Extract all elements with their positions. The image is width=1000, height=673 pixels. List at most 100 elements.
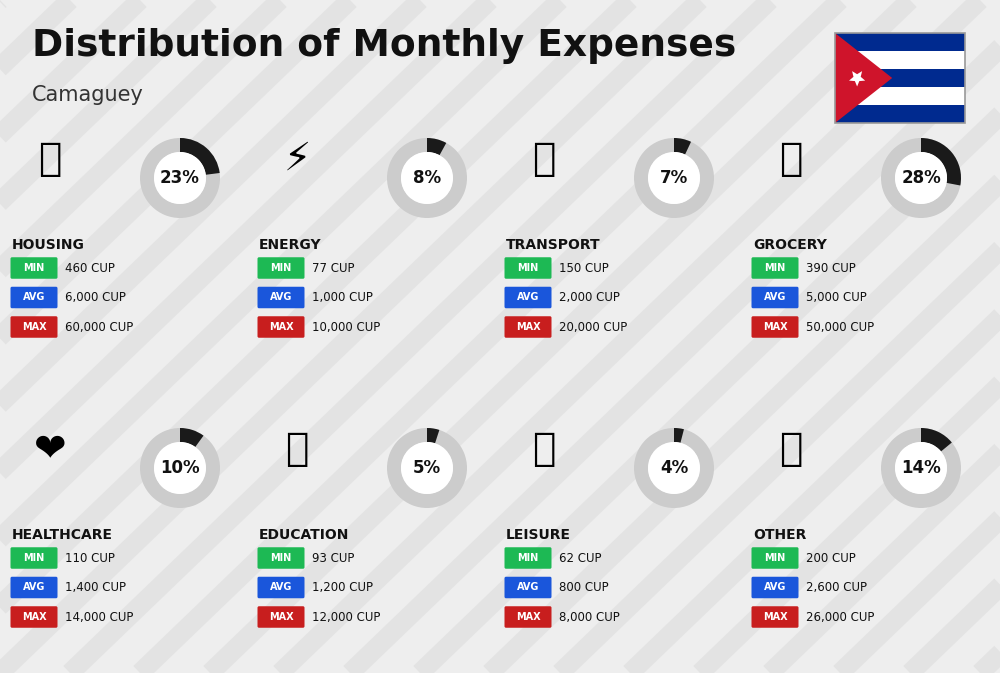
- Text: 26,000 CUP: 26,000 CUP: [806, 610, 874, 623]
- Text: MIN: MIN: [517, 263, 539, 273]
- Text: 50,000 CUP: 50,000 CUP: [806, 320, 874, 334]
- Text: 1,200 CUP: 1,200 CUP: [312, 581, 373, 594]
- Text: 28%: 28%: [901, 169, 941, 187]
- Circle shape: [401, 442, 453, 494]
- Text: LEISURE: LEISURE: [506, 528, 571, 542]
- Text: 2,600 CUP: 2,600 CUP: [806, 581, 867, 594]
- FancyBboxPatch shape: [10, 316, 57, 338]
- Wedge shape: [180, 138, 220, 175]
- FancyBboxPatch shape: [835, 69, 965, 87]
- Text: AVG: AVG: [270, 293, 292, 302]
- Text: MIN: MIN: [270, 263, 292, 273]
- Text: EDUCATION: EDUCATION: [259, 528, 349, 542]
- Wedge shape: [387, 138, 467, 218]
- Text: MAX: MAX: [516, 322, 540, 332]
- Text: MAX: MAX: [269, 322, 293, 332]
- Text: Distribution of Monthly Expenses: Distribution of Monthly Expenses: [32, 28, 736, 64]
- Text: HOUSING: HOUSING: [12, 238, 85, 252]
- Text: OTHER: OTHER: [753, 528, 806, 542]
- Text: 77 CUP: 77 CUP: [312, 262, 354, 275]
- Circle shape: [648, 152, 700, 204]
- Text: 6,000 CUP: 6,000 CUP: [65, 291, 126, 304]
- Text: 4%: 4%: [660, 459, 688, 477]
- Wedge shape: [921, 138, 961, 186]
- Text: MIN: MIN: [764, 263, 786, 273]
- FancyBboxPatch shape: [835, 33, 965, 51]
- Text: MAX: MAX: [22, 322, 46, 332]
- FancyBboxPatch shape: [505, 316, 552, 338]
- Polygon shape: [849, 71, 865, 87]
- Text: ENERGY: ENERGY: [259, 238, 322, 252]
- Text: 💰: 💰: [779, 430, 803, 468]
- FancyBboxPatch shape: [505, 287, 552, 308]
- FancyBboxPatch shape: [835, 51, 965, 69]
- Text: GROCERY: GROCERY: [753, 238, 827, 252]
- Wedge shape: [674, 138, 691, 155]
- FancyBboxPatch shape: [752, 577, 798, 598]
- Text: 2,000 CUP: 2,000 CUP: [559, 291, 620, 304]
- Text: MIN: MIN: [23, 263, 45, 273]
- FancyBboxPatch shape: [258, 287, 304, 308]
- Text: AVG: AVG: [764, 583, 786, 592]
- Circle shape: [154, 442, 206, 494]
- Text: 14,000 CUP: 14,000 CUP: [65, 610, 133, 623]
- Text: 12,000 CUP: 12,000 CUP: [312, 610, 380, 623]
- Text: 10%: 10%: [160, 459, 200, 477]
- Text: 🛒: 🛒: [779, 140, 803, 178]
- FancyBboxPatch shape: [258, 577, 304, 598]
- Text: 62 CUP: 62 CUP: [559, 551, 602, 565]
- Text: 5,000 CUP: 5,000 CUP: [806, 291, 867, 304]
- Text: 800 CUP: 800 CUP: [559, 581, 609, 594]
- Text: MAX: MAX: [763, 322, 787, 332]
- Wedge shape: [427, 428, 439, 444]
- FancyBboxPatch shape: [505, 547, 552, 569]
- Text: 60,000 CUP: 60,000 CUP: [65, 320, 133, 334]
- Text: MIN: MIN: [517, 553, 539, 563]
- Text: AVG: AVG: [23, 583, 45, 592]
- FancyBboxPatch shape: [258, 547, 304, 569]
- Text: ⚡: ⚡: [283, 140, 311, 178]
- Text: 110 CUP: 110 CUP: [65, 551, 115, 565]
- Wedge shape: [387, 428, 467, 508]
- Text: 390 CUP: 390 CUP: [806, 262, 856, 275]
- Polygon shape: [835, 33, 892, 123]
- Circle shape: [401, 152, 453, 204]
- Wedge shape: [881, 138, 961, 218]
- Wedge shape: [634, 428, 714, 508]
- Circle shape: [154, 152, 206, 204]
- Text: ❤: ❤: [34, 430, 66, 468]
- FancyBboxPatch shape: [752, 547, 798, 569]
- Text: MAX: MAX: [516, 612, 540, 622]
- Text: 7%: 7%: [660, 169, 688, 187]
- FancyBboxPatch shape: [752, 287, 798, 308]
- FancyBboxPatch shape: [10, 606, 57, 628]
- FancyBboxPatch shape: [505, 257, 552, 279]
- Text: 93 CUP: 93 CUP: [312, 551, 354, 565]
- Text: 460 CUP: 460 CUP: [65, 262, 115, 275]
- Text: 🚌: 🚌: [532, 140, 556, 178]
- Text: AVG: AVG: [23, 293, 45, 302]
- FancyBboxPatch shape: [10, 287, 57, 308]
- Text: MIN: MIN: [270, 553, 292, 563]
- Text: TRANSPORT: TRANSPORT: [506, 238, 601, 252]
- Wedge shape: [180, 428, 204, 447]
- Text: 8,000 CUP: 8,000 CUP: [559, 610, 620, 623]
- Text: MIN: MIN: [23, 553, 45, 563]
- Text: 14%: 14%: [901, 459, 941, 477]
- Wedge shape: [140, 138, 220, 218]
- FancyBboxPatch shape: [752, 606, 798, 628]
- Wedge shape: [427, 138, 446, 155]
- Text: MAX: MAX: [763, 612, 787, 622]
- Text: 5%: 5%: [413, 459, 441, 477]
- FancyBboxPatch shape: [835, 87, 965, 105]
- Wedge shape: [140, 428, 220, 508]
- Wedge shape: [634, 138, 714, 218]
- Text: 10,000 CUP: 10,000 CUP: [312, 320, 380, 334]
- Text: MIN: MIN: [764, 553, 786, 563]
- FancyBboxPatch shape: [835, 105, 965, 123]
- Text: MAX: MAX: [269, 612, 293, 622]
- FancyBboxPatch shape: [505, 606, 552, 628]
- Text: AVG: AVG: [517, 293, 539, 302]
- Text: 🏢: 🏢: [38, 140, 62, 178]
- FancyBboxPatch shape: [10, 577, 57, 598]
